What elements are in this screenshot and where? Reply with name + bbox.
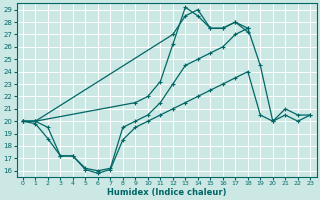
X-axis label: Humidex (Indice chaleur): Humidex (Indice chaleur) (107, 188, 226, 197)
